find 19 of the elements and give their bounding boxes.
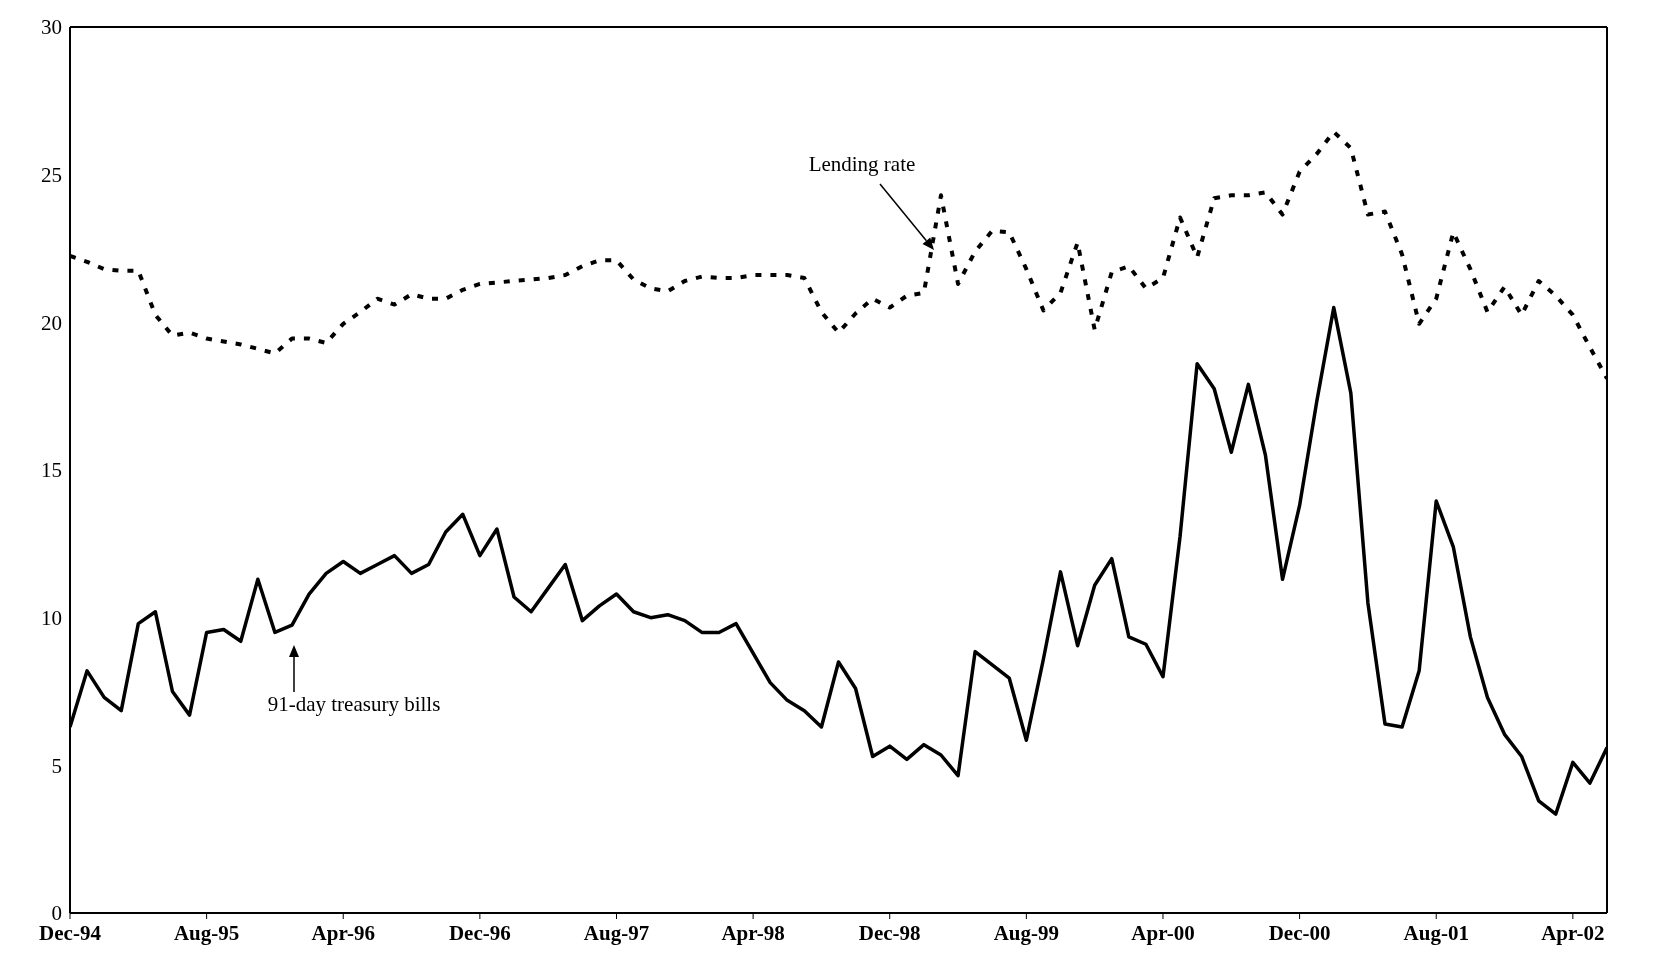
y-tick-label: 10 bbox=[41, 606, 62, 631]
x-tick-label: Apr-02 bbox=[1541, 920, 1605, 945]
x-tick-label: Dec-00 bbox=[1268, 920, 1331, 945]
x-tick-label: Apr-98 bbox=[721, 920, 785, 945]
y-tick-label: 30 bbox=[41, 15, 62, 40]
x-tick-label: Dec-96 bbox=[448, 920, 511, 945]
y-tick-label: 15 bbox=[41, 458, 62, 483]
y-tick-label: 20 bbox=[41, 310, 62, 335]
annotation: Lending rate bbox=[808, 151, 916, 176]
x-tick-label: Aug-01 bbox=[1403, 920, 1469, 945]
y-tick-label: 25 bbox=[41, 163, 62, 188]
x-tick-label: Aug-99 bbox=[993, 920, 1060, 945]
x-tick-label: Dec-98 bbox=[858, 920, 921, 945]
annotation: 91-day treasury bills bbox=[267, 691, 441, 716]
x-tick-label: Apr-00 bbox=[1131, 920, 1195, 945]
x-tick-label: Aug-97 bbox=[583, 920, 650, 945]
y-tick-label: 5 bbox=[51, 753, 62, 778]
x-tick-label: Apr-96 bbox=[311, 920, 375, 945]
x-tick-label: Aug-95 bbox=[173, 920, 240, 945]
